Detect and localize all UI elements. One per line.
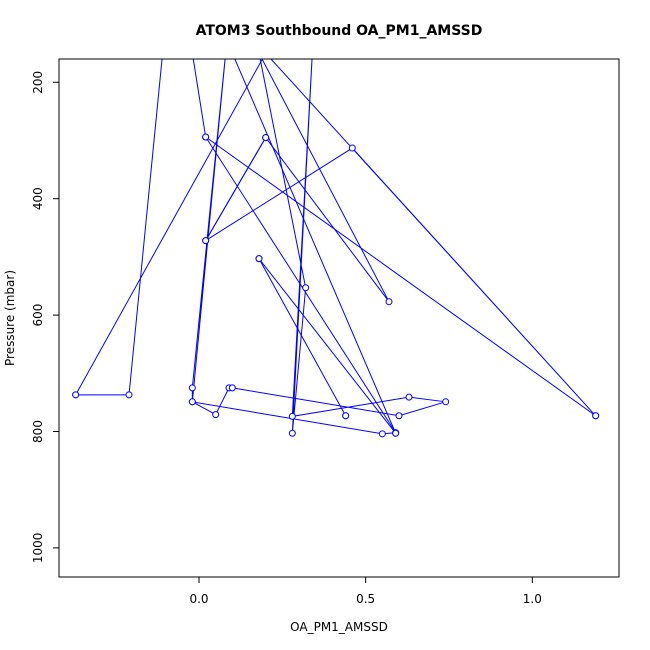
data-point <box>125 391 133 399</box>
chart-title: ATOM3 Southbound OA_PM1_AMSSD <box>196 23 483 39</box>
y-tick-label: 600 <box>31 304 45 327</box>
data-point <box>255 255 263 263</box>
data-point <box>395 412 403 420</box>
data-point <box>262 134 270 142</box>
y-axis-label: Pressure (mbar) <box>3 270 17 366</box>
data-point <box>592 412 600 420</box>
x-tick-label: 1.0 <box>523 592 542 606</box>
x-tick-label: 0.0 <box>189 592 208 606</box>
data-point <box>302 284 310 292</box>
data-point <box>212 411 220 419</box>
y-tick-label: 1000 <box>31 533 45 564</box>
data-point <box>202 237 210 245</box>
x-tick-label: 0.5 <box>356 592 375 606</box>
data-point <box>385 298 393 306</box>
data-point <box>442 398 450 406</box>
data-point <box>72 391 80 399</box>
y-tick-label: 400 <box>31 187 45 210</box>
y-tick-label: 200 <box>31 71 45 94</box>
y-tick-label: 800 <box>31 420 45 443</box>
series-line <box>75 59 597 435</box>
data-point <box>188 384 196 392</box>
data-point <box>288 429 296 437</box>
data-point <box>392 429 400 437</box>
data-point <box>348 144 356 152</box>
x-axis: 0.0 0.5 1.0 <box>189 576 542 606</box>
data-point <box>405 393 413 401</box>
data-point <box>378 430 386 438</box>
series-line <box>205 137 267 241</box>
plot-frame <box>58 58 620 578</box>
data-point <box>202 133 210 141</box>
data-point <box>228 384 236 392</box>
data-point <box>288 412 296 420</box>
data-point <box>342 412 350 420</box>
series-line <box>234 59 397 434</box>
series-line <box>258 258 347 417</box>
data-point <box>188 398 196 406</box>
y-axis: 200 400 600 800 1000 <box>31 71 60 564</box>
series-line <box>205 136 596 417</box>
series-line <box>258 258 397 434</box>
series-layer <box>72 59 600 438</box>
x-axis-label: OA_PM1_AMSSD <box>290 620 388 634</box>
